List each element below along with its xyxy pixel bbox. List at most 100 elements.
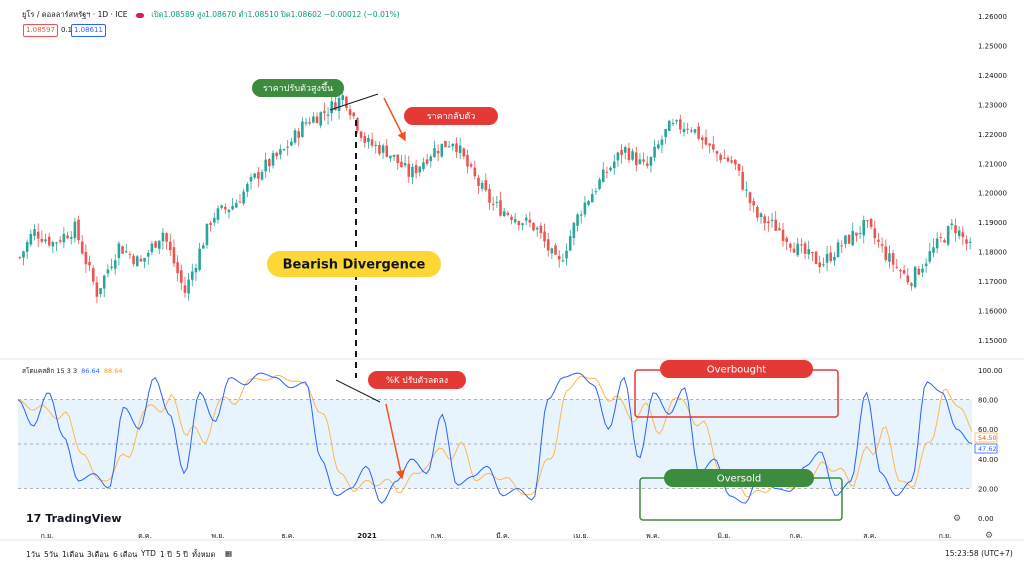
candle-body	[818, 262, 822, 268]
candle-body	[128, 253, 132, 255]
range-6m[interactable]: 6 เดือน	[113, 550, 138, 559]
candle-body	[623, 147, 627, 153]
oscillator-name[interactable]: สโตแคสติก 15 3 3	[22, 367, 78, 375]
candle-body	[924, 263, 928, 267]
candle-body	[451, 143, 455, 147]
candle-body	[701, 137, 704, 141]
candle-body	[675, 120, 678, 122]
candle-body	[113, 260, 117, 269]
d-value: 88.64	[103, 367, 123, 375]
candle-body	[484, 180, 488, 191]
candle-body	[275, 152, 278, 157]
candle-body	[374, 144, 378, 147]
candle-body	[161, 232, 165, 242]
candle-body	[679, 119, 682, 130]
range-all[interactable]: ทั้งหมด	[192, 550, 216, 559]
symbol-title[interactable]: ยูโร / ดอลลาร์สหรัฐฯ · 1D · ICE	[22, 10, 128, 19]
candle-body	[682, 129, 686, 133]
candle-body	[77, 219, 80, 241]
time-axis-label: ก.ค.	[789, 532, 802, 540]
candle-body	[902, 270, 906, 274]
candle-body	[121, 246, 124, 254]
candle-body	[466, 154, 469, 167]
candle-body	[216, 208, 220, 220]
candle-body	[616, 152, 620, 161]
oversold-label-pill	[664, 469, 814, 487]
candle-body	[778, 228, 781, 231]
candle-body	[789, 243, 792, 248]
range-5d[interactable]: 5วัน	[44, 550, 59, 559]
candle-body	[18, 257, 22, 259]
sell-price-button[interactable]: 1.08597	[23, 24, 58, 37]
candle-body	[414, 165, 418, 174]
price-axis-label: 1.19000	[978, 219, 1007, 227]
candle-body	[708, 143, 711, 146]
k-falls-label: %K ปรับตัวลดลง	[386, 376, 448, 386]
osc-axis-label: 0.00	[978, 515, 994, 523]
candle-body	[315, 116, 319, 124]
candle-body	[319, 112, 322, 126]
candle-body	[381, 145, 385, 153]
candle-body	[612, 161, 616, 169]
candle-body	[946, 226, 950, 245]
candle-body	[363, 136, 367, 143]
range-5y[interactable]: 5 ปี	[176, 550, 188, 559]
candle-body	[95, 282, 99, 297]
candle-body	[117, 243, 121, 259]
candle-body	[323, 111, 326, 113]
candle-body	[851, 230, 855, 246]
buy-price-button[interactable]: 1.08611	[71, 24, 106, 37]
candle-body	[469, 164, 473, 167]
candle-body	[213, 217, 216, 223]
candle-body	[370, 139, 374, 146]
candle-body	[473, 167, 477, 177]
candle-body	[513, 219, 517, 223]
candle-body	[106, 269, 110, 274]
range-ytd[interactable]: YTD	[141, 549, 156, 558]
candle-body	[102, 275, 106, 289]
candle-body	[238, 201, 242, 203]
range-1m[interactable]: 1เดือน	[62, 550, 84, 559]
overbought-label: Overbought	[707, 365, 767, 376]
gear-icon[interactable]: ⚙	[985, 531, 994, 541]
candle-body	[36, 231, 40, 239]
candle-body	[763, 216, 766, 224]
range-1d[interactable]: 1วัน	[26, 550, 41, 559]
candle-body	[517, 221, 521, 226]
time-axis-label: ต.ค.	[138, 532, 152, 540]
candle-body	[429, 156, 433, 162]
candle-body	[253, 173, 256, 178]
candle-body	[576, 214, 579, 226]
candle-body	[554, 245, 557, 255]
candle-body	[858, 233, 862, 235]
candle-body	[308, 122, 311, 124]
clock: 15:23:58 (UTC+7)	[945, 549, 1013, 558]
candle-body	[803, 243, 807, 254]
settings-icon[interactable]: ⚙	[953, 514, 962, 524]
candle-body	[844, 235, 847, 245]
candle-body	[231, 205, 234, 210]
k-falls-label-pill	[368, 371, 466, 389]
candle-body	[33, 229, 36, 236]
range-1y[interactable]: 1 ปี	[160, 550, 172, 559]
range-3m[interactable]: 3เดือน	[87, 550, 109, 559]
candle-body	[499, 200, 502, 216]
candle-body	[179, 270, 183, 283]
time-axis-label: พ.ค.	[646, 532, 660, 540]
candle-body	[491, 203, 495, 205]
time-axis-label: มิ.ย.	[717, 532, 730, 540]
price-axis-label: 1.20000	[978, 190, 1007, 198]
time-axis-label: ก.พ.	[430, 532, 443, 540]
candle-body	[814, 251, 818, 265]
price-reversal-arrow	[383, 97, 406, 142]
price-reverses-label: ราคากลับตัว	[427, 112, 476, 122]
candle-body	[932, 247, 935, 253]
candle-body	[227, 209, 231, 213]
candle-body	[965, 239, 968, 244]
candle-body	[866, 220, 869, 222]
time-axis-label: 2021	[357, 532, 377, 540]
candle-body	[44, 239, 47, 242]
date-range-icon[interactable]: ▦	[225, 549, 233, 558]
